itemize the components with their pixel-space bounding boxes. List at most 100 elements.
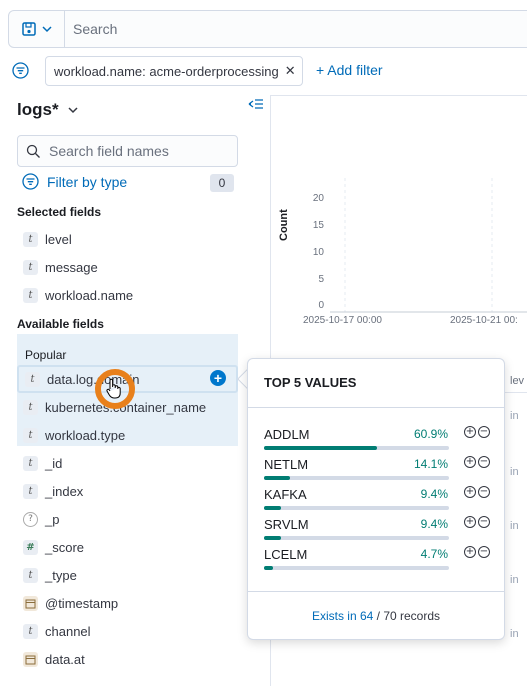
add-filter-button[interactable]: + Add filter [316, 62, 383, 78]
value-bar [264, 536, 282, 540]
table-cell: in [510, 628, 519, 640]
field-name: level [45, 231, 72, 247]
field-item[interactable]: # _score [17, 533, 238, 561]
filter-for-value-icon[interactable]: + [464, 486, 476, 498]
hand-cursor-icon [106, 378, 121, 399]
field-name: @timestamp [45, 595, 119, 611]
field-item[interactable]: data.at [17, 645, 238, 673]
divider [248, 407, 504, 408]
field-name: _p [45, 511, 60, 527]
y-tick-label: 15 [312, 220, 324, 231]
y-tick-label: 20 [312, 193, 324, 204]
top-values-popover: TOP 5 VALUES ADDLM 60.9% + − NETLM 14.1% … [247, 358, 505, 640]
index-pattern-label: logs* [17, 100, 59, 119]
field-item[interactable]: t kubernetes.container_name [17, 393, 238, 421]
exists-link[interactable]: Exists in 64 [311, 609, 374, 623]
y-tick-label: 0 [318, 300, 324, 311]
filter-pill[interactable]: workload.name: acme-orderprocessing ✕ [45, 56, 303, 86]
close-icon[interactable]: ✕ [284, 63, 296, 78]
value-bar-track [264, 476, 449, 480]
value-name: ADDLM [264, 427, 310, 442]
value-percent: 9.4% [420, 487, 448, 501]
field-sidebar: logs* Filter by type 0 Selected fields t… [0, 92, 263, 686]
value-bar-track [264, 446, 449, 450]
index-pattern-selector[interactable]: logs* [17, 100, 79, 120]
saved-query-button[interactable] [9, 11, 65, 47]
filter-menu-icon[interactable] [12, 62, 29, 79]
field-item[interactable]: @timestamp [17, 589, 238, 617]
search-input[interactable] [65, 11, 527, 47]
filter-for-value-icon[interactable]: + [464, 456, 476, 468]
string-type-icon: t [25, 371, 40, 387]
add-field-icon[interactable]: + [210, 370, 226, 386]
popover-title: TOP 5 VALUES [264, 375, 357, 390]
field-name: workload.type [45, 427, 126, 443]
string-type-icon: t [23, 231, 38, 247]
filter-by-type-label: Filter by type [47, 173, 128, 190]
table-cell: in [510, 410, 519, 422]
field-item[interactable]: ? _p [17, 505, 238, 533]
string-type-icon: t [23, 567, 38, 583]
value-percent: 9.4% [420, 517, 448, 531]
value-bar [264, 476, 291, 480]
value-percent: 14.1% [413, 457, 448, 471]
field-name: message [45, 259, 98, 275]
filter-out-value-icon[interactable]: − [478, 426, 490, 438]
y-axis-label: Count [278, 209, 290, 241]
value-row: ADDLM 60.9% + − [264, 426, 492, 457]
field-name: channel [45, 623, 91, 639]
available-fields-heading: Available fields [17, 317, 104, 331]
value-row: SRVLM 9.4% + − [264, 516, 492, 547]
value-row: NETLM 14.1% + − [264, 456, 492, 487]
field-item[interactable]: t workload.type [17, 421, 238, 449]
filter-out-value-icon[interactable]: − [478, 486, 490, 498]
table-cell: in [510, 520, 519, 532]
string-type-icon: t [23, 427, 38, 443]
filter-row: workload.name: acme-orderprocessing ✕ + … [0, 56, 527, 88]
table-divider [500, 392, 527, 393]
value-bar [264, 506, 282, 510]
search-icon [26, 144, 40, 158]
field-item[interactable]: t _type [17, 561, 238, 589]
field-item[interactable]: t message [17, 253, 238, 281]
popular-heading: Popular [25, 348, 67, 362]
field-item[interactable]: t _id [17, 449, 238, 477]
filter-for-value-icon[interactable]: + [464, 516, 476, 528]
field-name: _id [45, 455, 63, 471]
collapse-sidebar-icon[interactable] [248, 96, 264, 112]
value-bar [264, 566, 273, 570]
string-type-icon: t [23, 287, 38, 303]
string-type-icon: t [23, 455, 38, 471]
field-item[interactable]: t workload.name [17, 281, 238, 309]
field-name: _type [45, 567, 77, 583]
field-search [17, 135, 238, 167]
filter-out-value-icon[interactable]: − [478, 456, 490, 468]
field-name: kubernetes.container_name [45, 399, 207, 415]
field-item[interactable]: t _index [17, 477, 238, 505]
string-type-icon: t [23, 483, 38, 499]
table-header-level: lev [510, 375, 525, 387]
filter-out-value-icon[interactable]: − [478, 546, 490, 558]
calendar-icon [23, 651, 38, 667]
selected-fields-heading: Selected fields [17, 205, 102, 219]
chevron-down-icon [68, 107, 78, 114]
filter-for-value-icon[interactable]: + [464, 546, 476, 558]
filter-for-value-icon[interactable]: + [464, 426, 476, 438]
filter-pill-label: workload.name: acme-orderprocessing [54, 63, 279, 79]
value-name: NETLM [264, 457, 309, 472]
value-row: LCELM 4.7% + − [264, 546, 492, 577]
x-tick-label: 2025-10-17 00:00 [303, 315, 382, 326]
filter-out-value-icon[interactable]: − [478, 516, 490, 528]
query-box [8, 10, 527, 48]
number-type-icon: # [23, 539, 38, 555]
divider [248, 591, 504, 592]
field-search-input[interactable] [49, 143, 229, 159]
value-bar [264, 446, 377, 450]
save-icon [21, 22, 36, 36]
calendar-icon [23, 595, 38, 611]
filter-by-type-button[interactable]: Filter by type [22, 173, 127, 190]
x-tick-label: 2025-10-21 00: [450, 315, 518, 326]
string-type-icon: t [23, 399, 38, 415]
field-item[interactable]: t level [17, 225, 238, 253]
field-item[interactable]: t channel [17, 617, 238, 645]
